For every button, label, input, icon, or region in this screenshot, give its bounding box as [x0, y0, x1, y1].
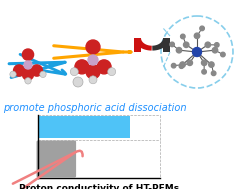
Circle shape	[170, 42, 174, 47]
Circle shape	[202, 60, 207, 66]
Circle shape	[31, 65, 42, 76]
Circle shape	[176, 47, 182, 53]
Circle shape	[221, 52, 225, 57]
Circle shape	[22, 49, 34, 60]
Circle shape	[86, 40, 100, 54]
Circle shape	[73, 77, 83, 87]
Circle shape	[179, 64, 184, 68]
Circle shape	[214, 43, 219, 47]
Circle shape	[211, 71, 216, 76]
Circle shape	[108, 68, 116, 76]
PathPatch shape	[152, 38, 170, 51]
PathPatch shape	[163, 38, 170, 52]
Circle shape	[209, 62, 214, 67]
Circle shape	[180, 62, 185, 67]
Bar	[38, 116, 129, 138]
Circle shape	[194, 33, 200, 39]
Circle shape	[171, 64, 176, 68]
Circle shape	[193, 47, 202, 57]
Circle shape	[24, 61, 32, 69]
Circle shape	[14, 65, 25, 76]
Circle shape	[22, 69, 34, 80]
FancyBboxPatch shape	[36, 140, 76, 177]
Circle shape	[70, 68, 78, 76]
Text: Proton conductivity of HT-PEMs: Proton conductivity of HT-PEMs	[19, 184, 179, 189]
Circle shape	[86, 65, 100, 79]
Circle shape	[212, 47, 218, 53]
Circle shape	[88, 55, 98, 65]
Text: promote phosphoric acid dissociation: promote phosphoric acid dissociation	[3, 103, 187, 113]
PathPatch shape	[134, 38, 152, 51]
Circle shape	[183, 42, 189, 47]
Circle shape	[205, 42, 210, 47]
Circle shape	[89, 76, 97, 84]
Circle shape	[25, 78, 31, 84]
Circle shape	[200, 26, 204, 31]
Circle shape	[10, 71, 16, 77]
Circle shape	[75, 60, 89, 74]
Circle shape	[202, 70, 206, 74]
Circle shape	[40, 71, 46, 77]
Circle shape	[181, 34, 185, 39]
Circle shape	[97, 60, 111, 74]
PathPatch shape	[134, 38, 141, 52]
Circle shape	[187, 60, 193, 66]
